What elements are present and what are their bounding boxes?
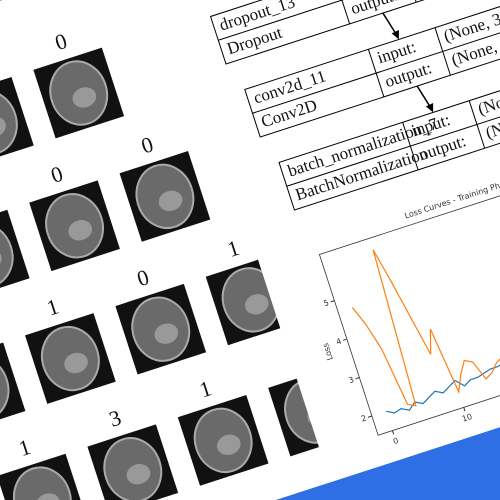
layer-divider (286, 80, 500, 187)
layer-divider (218, 0, 500, 41)
y-tick-label: 3 (347, 375, 355, 385)
y-tick-label: 4 (335, 337, 343, 347)
x-tick (463, 407, 466, 412)
layer-divider (434, 27, 451, 76)
y-tick (342, 338, 348, 341)
mri-detail (126, 463, 151, 485)
loss-line (386, 294, 500, 414)
layer-box (209, 0, 500, 65)
chart-background (253, 127, 500, 483)
y-tick (367, 415, 373, 418)
x-tick-label: 0 (392, 436, 400, 446)
plot-frame (318, 161, 500, 436)
y-tick (355, 377, 360, 380)
arrow-head (425, 102, 434, 113)
mri-detail (64, 352, 88, 374)
mri-detail (154, 323, 179, 344)
arrow-head (391, 29, 399, 40)
mri-detail (36, 493, 60, 500)
mri-brain (0, 89, 18, 155)
mri-brain (0, 355, 10, 421)
x-tick (391, 430, 395, 435)
layer-divider (252, 7, 500, 114)
mri-detail (68, 220, 93, 241)
loss-line (351, 248, 500, 407)
mri-detail (244, 294, 269, 315)
x-tick-label: 10 (461, 412, 473, 424)
mri-detail (158, 190, 183, 212)
mri-brain (0, 222, 14, 288)
mri-detail (216, 434, 241, 456)
layer-divider (468, 100, 486, 149)
y-tick-label: 2 (360, 414, 368, 424)
y-tick (330, 300, 335, 303)
mri-detail (72, 87, 97, 108)
y-tick-label: 5 (322, 298, 330, 308)
